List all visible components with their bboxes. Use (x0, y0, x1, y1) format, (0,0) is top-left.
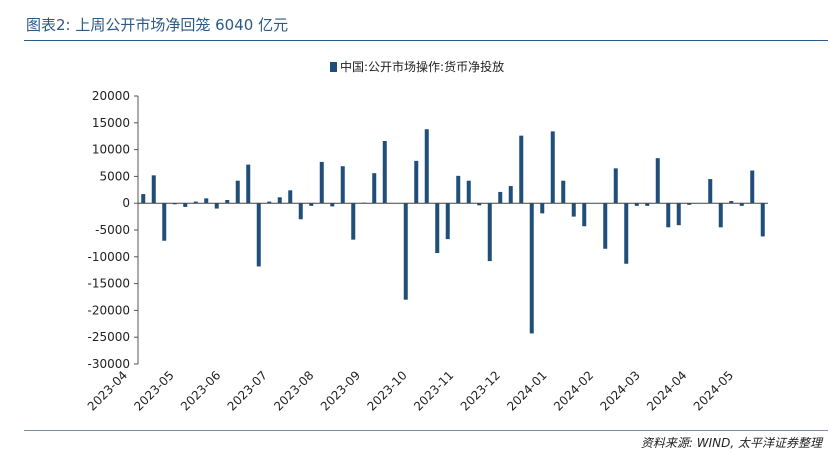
y-axis: 20000 15000 10000 5000 0 -5000 -10000 -15000 -20… (87, 89, 139, 371)
title-divider (24, 40, 828, 41)
y-tick-label: -15000 (87, 277, 130, 291)
x-tick-label: 2023-12 (458, 368, 503, 413)
y-tick-label: 15000 (92, 116, 130, 130)
bar (550, 131, 555, 204)
x-tick-label: 2023-06 (178, 368, 223, 413)
bar (141, 194, 146, 204)
bar (246, 164, 251, 204)
bar (508, 186, 513, 204)
x-tick-label: 2023-07 (225, 368, 270, 413)
bar (645, 203, 650, 206)
bar (403, 203, 408, 300)
legend-label: 中国:公开市场操作:货币净投放 (340, 59, 504, 74)
bar (172, 203, 177, 205)
bar (729, 201, 734, 204)
bar (456, 175, 461, 204)
bar (498, 191, 503, 204)
bar (309, 203, 314, 206)
bar (372, 173, 377, 204)
bar (340, 166, 345, 204)
legend-swatch (330, 62, 337, 72)
bar (634, 203, 639, 206)
bar (288, 190, 293, 204)
bar (235, 180, 240, 204)
x-tick-label: 2023-05 (131, 368, 176, 413)
bar (655, 158, 660, 204)
bar (256, 203, 261, 267)
x-tick-label: 2023-10 (364, 368, 409, 413)
bar (319, 161, 324, 204)
bar-series (141, 129, 765, 334)
bar (225, 199, 230, 204)
y-tick-label: 10000 (92, 143, 130, 157)
x-tick-label: 2023-09 (318, 368, 363, 413)
bar (330, 203, 335, 207)
bar (603, 203, 608, 249)
bar (277, 197, 282, 204)
x-tick-label: 2024-03 (598, 368, 643, 413)
bar (529, 203, 534, 334)
bar (687, 203, 692, 205)
bar (162, 203, 167, 241)
bar (676, 203, 681, 226)
y-tick-label: 5000 (99, 169, 130, 183)
bar (214, 203, 219, 209)
bar (414, 160, 419, 204)
x-tick-label: 2024-02 (551, 368, 596, 413)
bar (561, 180, 566, 204)
x-axis: 2023-04 2023-05 2023-06 2023-07 2023-08 2023-… (85, 202, 768, 414)
x-tick-label: 2024-01 (504, 368, 549, 413)
bar (760, 203, 765, 237)
x-tick-label: 2024-04 (644, 368, 689, 413)
y-tick-label: -5000 (95, 223, 130, 237)
y-tick-label: -20000 (87, 303, 130, 317)
figure-title: 图表2: 上周公开市场净回笼 6040 亿元 (26, 16, 289, 34)
y-tick-label: 0 (122, 196, 130, 210)
source-note: 资料来源: WIND, 太平洋证券整理 (640, 436, 822, 450)
y-tick-label: -30000 (87, 357, 130, 371)
y-tick-label: 20000 (92, 89, 130, 103)
bar (718, 203, 723, 228)
bar (435, 203, 440, 254)
x-tick-label: 2023-08 (271, 368, 316, 413)
bar (519, 135, 524, 204)
bar (739, 203, 744, 206)
bar (183, 203, 188, 207)
bar (582, 203, 587, 227)
bar (445, 203, 450, 240)
bar (487, 203, 492, 262)
bar (382, 141, 387, 204)
bar (204, 198, 209, 204)
bar (193, 201, 198, 204)
x-tick-label: 2024-05 (691, 368, 736, 413)
bar (424, 129, 429, 204)
x-tick-label: 2023-04 (85, 368, 130, 413)
y-tick-label: -10000 (87, 250, 130, 264)
bar (624, 203, 629, 264)
footer-divider (24, 430, 828, 431)
bar (151, 175, 156, 204)
bar (708, 179, 713, 204)
bar (267, 201, 272, 204)
bar (466, 180, 471, 204)
bar (298, 203, 303, 220)
bar (540, 203, 545, 214)
y-tick-label: -25000 (87, 330, 130, 344)
bar (613, 168, 618, 204)
bar (571, 203, 576, 217)
x-tick-label: 2023-11 (411, 368, 456, 413)
bar (351, 203, 356, 240)
bar (750, 170, 755, 204)
chart-legend: 中国:公开市场操作:货币净投放 (330, 59, 504, 74)
bar (477, 203, 482, 206)
bar (666, 203, 671, 228)
